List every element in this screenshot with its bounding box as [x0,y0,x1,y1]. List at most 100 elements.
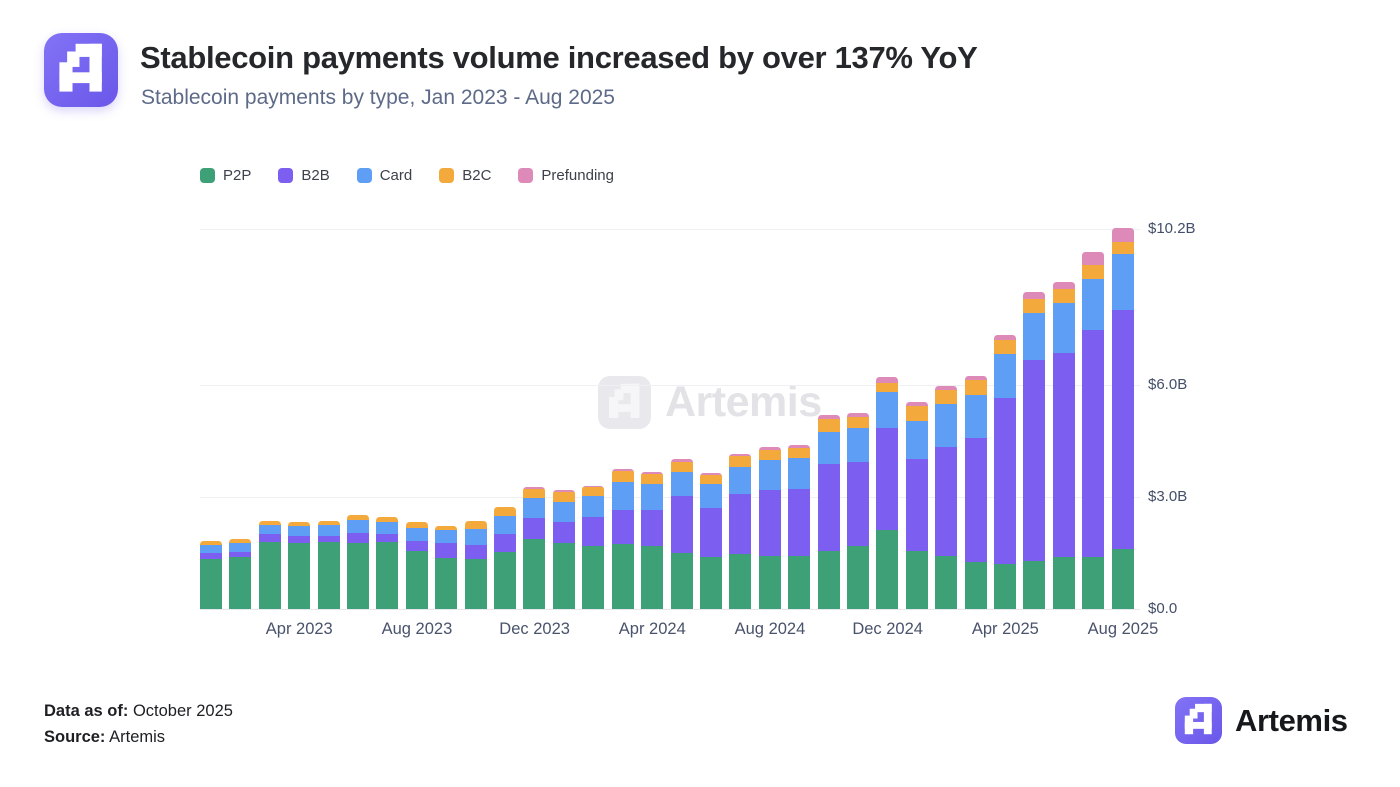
bar-segment-prefunding [582,485,605,488]
legend-item-card[interactable]: Card [356,167,412,184]
source-label: Source: [44,728,106,746]
bar-nov-2024[interactable] [846,413,869,609]
bar-segment-b2c [288,521,311,526]
bar-aug-2024[interactable] [758,447,781,609]
bar-segment-prefunding [876,376,899,383]
y-axis-label-6.0: $6.0B [1148,376,1188,394]
y-axis-label-3.0: $3.0B [1148,488,1188,506]
bar-segment-card [552,501,575,522]
bar-nov-2023[interactable] [494,506,517,609]
bar-feb-2025[interactable] [935,385,958,609]
legend-item-b2b[interactable]: B2B [278,167,330,184]
gridline-0.0 [200,609,1140,610]
bar-segment-p2p [1111,549,1134,609]
y-axis-label-0.0: $0.0 [1148,600,1178,617]
bar-segment-prefunding [523,486,546,489]
bar-segment-p2p [876,529,899,609]
bar-jul-2025[interactable] [1082,251,1105,609]
bar-segment-p2p [229,556,252,609]
bar-segment-b2b [435,543,458,558]
bar-segment-b2b [1023,359,1046,561]
bar-jan-2024[interactable] [552,490,575,609]
bar-segment-p2p [435,557,458,609]
bar-segment-p2p [964,562,987,609]
bar-segment-b2b [993,398,1016,564]
bar-oct-2023[interactable] [464,520,487,609]
bar-mar-2024[interactable] [611,469,634,609]
page-subtitle: Stablecoin payments by type, Jan 2023 - … [141,86,615,109]
bar-apr-2024[interactable] [641,471,664,609]
bar-segment-p2p [699,557,722,609]
bar-segment-prefunding [1111,228,1134,242]
bar-segment-card [905,420,928,460]
bar-jul-2023[interactable] [376,516,399,609]
bar-segment-p2p [258,541,281,609]
artemis-logo-icon [44,33,118,107]
bar-segment-card [670,471,693,497]
bar-may-2025[interactable] [1023,291,1046,609]
bar-segment-b2b [876,428,899,530]
bar-segment-b2c [611,470,634,483]
legend-label: P2P [223,167,252,184]
bar-apr-2025[interactable] [993,335,1016,609]
bar-segment-p2p [670,553,693,609]
data-as-of-line: Data as of: October 2025 [44,698,233,724]
bar-segment-b2c [993,340,1016,355]
bar-segment-b2b [200,553,222,559]
bar-segment-b2b [1052,352,1075,558]
bar-segment-b2c [1111,241,1134,255]
bar-aug-2023[interactable] [405,522,428,609]
legend-item-b2c[interactable]: B2C [439,167,491,184]
bar-dec-2024[interactable] [876,376,899,609]
bar-oct-2024[interactable] [817,415,840,609]
bar-mar-2023[interactable] [258,521,281,609]
bar-segment-b2b [846,461,869,547]
bar-segment-card [376,521,399,534]
bar-sep-2023[interactable] [435,525,458,609]
bar-jul-2024[interactable] [729,454,752,609]
bar-segment-p2p [376,541,399,609]
watermark-logo-icon [598,376,651,429]
bar-feb-2023[interactable] [229,539,252,609]
bar-segment-prefunding [964,376,987,381]
bar-aug-2025[interactable] [1111,228,1134,609]
bar-segment-card [258,525,281,535]
gridline-6.0 [200,385,1140,387]
bar-segment-prefunding [993,335,1016,341]
bar-segment-p2p [641,545,664,609]
bar-jan-2025[interactable] [905,402,928,609]
bar-segment-b2c [376,516,399,522]
bar-dec-2023[interactable] [523,486,546,609]
bar-segment-b2b [964,438,987,562]
bar-may-2024[interactable] [670,459,693,609]
legend-item-p2p[interactable]: P2P [200,167,251,184]
bar-jun-2024[interactable] [699,472,722,609]
y-axis-label-10.2: $10.2B [1148,219,1196,237]
bar-segment-p2p [552,543,575,609]
bar-segment-b2c [670,461,693,472]
bar-segment-card [699,484,722,508]
bar-apr-2023[interactable] [288,521,311,609]
legend-item-prefunding[interactable]: Prefunding [518,167,614,184]
bar-segment-b2c [905,406,928,421]
bar-segment-b2c [523,488,546,499]
bar-segment-b2b [464,544,487,559]
bar-segment-b2c [935,389,958,404]
legend-swatch-b2b-icon [278,168,294,183]
bar-segment-b2c [582,487,605,497]
bar-segment-p2p [846,546,869,609]
bar-feb-2024[interactable] [582,485,605,609]
bar-segment-p2p [494,552,517,609]
bar-sep-2024[interactable] [788,445,811,609]
bar-mar-2025[interactable] [964,376,987,609]
bar-segment-prefunding [846,413,869,418]
source-line: Source: Artemis [44,724,233,750]
bar-jun-2025[interactable] [1052,281,1075,609]
bar-jan-2023[interactable] [200,541,222,609]
bar-segment-p2p [1023,560,1046,609]
bar-segment-p2p [993,563,1016,609]
bar-jun-2023[interactable] [347,514,370,609]
bar-may-2023[interactable] [317,520,340,609]
x-axis-label-aug-2024: Aug 2024 [734,620,806,638]
